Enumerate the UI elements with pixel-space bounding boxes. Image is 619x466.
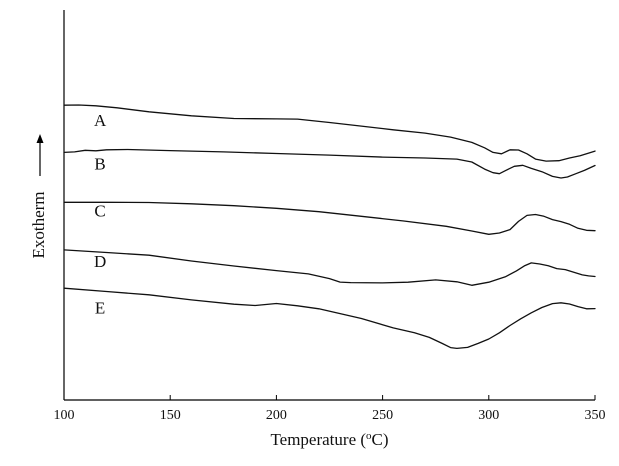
- curve-d: [63, 249, 596, 286]
- x-ticks: 100 150 200 250 300 350: [54, 395, 606, 423]
- curves: [63, 104, 596, 350]
- y-axis-title-group: Exotherm: [29, 134, 48, 259]
- y-axis-title: Exotherm: [29, 191, 48, 258]
- curve-e: [63, 287, 596, 350]
- curve-label-e: E: [95, 298, 105, 317]
- curve-b: [63, 148, 596, 179]
- curve-label-b: B: [94, 155, 105, 174]
- x-tick-label: 250: [372, 408, 393, 423]
- curve-c: [63, 201, 596, 235]
- curve-a: [63, 104, 596, 162]
- x-tick-label: 300: [478, 408, 499, 423]
- x-tick-label: 200: [266, 408, 287, 423]
- x-tick-label: 150: [160, 408, 181, 423]
- curve-labels: A B C D E: [94, 111, 107, 318]
- x-axis-title: Temperature (oC): [270, 430, 388, 449]
- curve-label-c: C: [94, 201, 105, 220]
- curve-label-a: A: [94, 111, 107, 130]
- curve-label-d: D: [94, 252, 106, 271]
- exotherm-arrow-head: [36, 134, 44, 143]
- x-tick-label: 100: [54, 408, 75, 423]
- plot-area: 100 150 200 250 300 350 A B C D E: [54, 10, 606, 423]
- x-tick-label: 350: [585, 408, 606, 423]
